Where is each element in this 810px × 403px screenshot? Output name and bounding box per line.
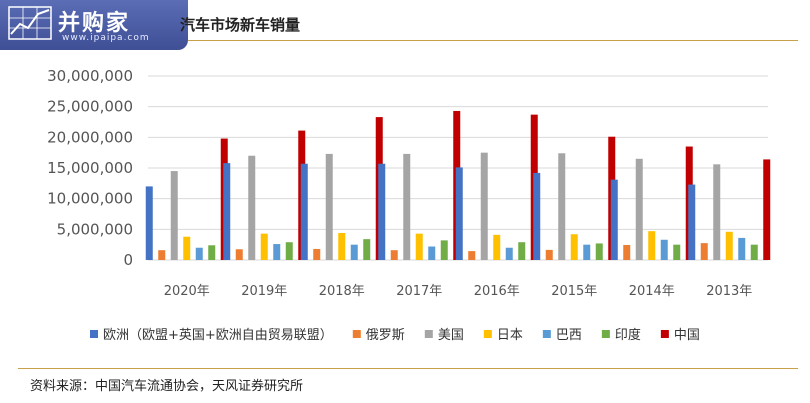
legend-swatch xyxy=(424,330,433,338)
bar xyxy=(700,243,708,260)
bar xyxy=(570,234,578,260)
bar xyxy=(763,159,771,260)
bar xyxy=(648,231,656,260)
page-title: 汽车市场新车销量 xyxy=(180,16,301,34)
y-tick-label: 10,000,000 xyxy=(47,190,133,208)
legend-swatch xyxy=(542,330,551,338)
brand-logo: 并购家 www.ipaipa.com xyxy=(0,0,188,50)
y-tick-label: 30,000,000 xyxy=(47,67,133,85)
top-divider xyxy=(188,40,798,41)
legend-swatch xyxy=(90,330,98,338)
legend-label: 印度 xyxy=(615,327,641,343)
bar xyxy=(248,155,256,260)
y-tick-label: 25,000,000 xyxy=(47,98,133,116)
bar xyxy=(390,250,398,260)
bar xyxy=(338,233,346,260)
bar xyxy=(635,158,643,260)
legend-label: 巴西 xyxy=(556,328,582,343)
x-tick-label: 2014年 xyxy=(629,284,675,299)
y-tick-label: 15,000,000 xyxy=(47,159,133,177)
bottom-divider xyxy=(18,368,798,369)
bar xyxy=(428,246,436,260)
x-tick-label: 2018年 xyxy=(319,284,365,299)
bar xyxy=(468,251,476,260)
bar xyxy=(518,242,526,260)
legend-swatch xyxy=(601,330,610,338)
bar xyxy=(558,153,566,260)
legend-label: 欧洲（欧盟+英国+欧洲自由贸易联盟） xyxy=(103,328,333,343)
bar xyxy=(660,239,668,260)
legend-label: 中国 xyxy=(674,328,700,343)
y-tick-label: 5,000,000 xyxy=(57,220,133,238)
bar xyxy=(480,152,488,260)
y-tick-label: 0 xyxy=(123,251,133,269)
bar xyxy=(183,236,191,260)
bar xyxy=(223,163,231,260)
legend-label: 日本 xyxy=(497,328,523,343)
bar xyxy=(725,231,733,260)
bar xyxy=(145,186,153,260)
source-note: 资料来源：中国汽车流通协会，天风证券研究所 xyxy=(30,379,304,394)
bar xyxy=(195,247,203,260)
bar xyxy=(688,184,696,260)
legend-label: 美国 xyxy=(438,328,464,343)
bar xyxy=(260,233,268,260)
x-tick-label: 2017年 xyxy=(396,284,442,299)
bar xyxy=(738,237,746,260)
bar xyxy=(350,244,358,260)
bar xyxy=(673,244,681,260)
logo-url: www.ipaipa.com xyxy=(62,33,150,43)
legend-swatch xyxy=(483,330,492,338)
bar xyxy=(170,171,178,260)
bar xyxy=(595,243,603,260)
bar xyxy=(455,167,463,260)
x-tick-label: 2019年 xyxy=(241,284,287,299)
bar xyxy=(325,153,333,260)
legend-swatch xyxy=(660,330,669,338)
bar xyxy=(713,164,721,260)
bar xyxy=(533,172,541,260)
bar xyxy=(403,153,411,260)
bar xyxy=(493,234,501,260)
bar xyxy=(610,179,618,260)
x-tick-label: 2020年 xyxy=(164,284,210,299)
bar xyxy=(505,247,513,260)
x-tick-label: 2013年 xyxy=(706,284,752,299)
bar xyxy=(378,163,386,260)
x-tick-label: 2016年 xyxy=(474,284,520,299)
legend-swatch xyxy=(352,330,361,338)
chart-logo-icon xyxy=(8,6,52,40)
bar xyxy=(313,248,321,260)
bar xyxy=(273,244,281,260)
bar xyxy=(235,249,243,260)
bar xyxy=(363,239,371,260)
bar xyxy=(300,163,308,260)
bar xyxy=(750,244,758,260)
bar xyxy=(208,245,216,260)
bar xyxy=(545,249,553,260)
bar-chart: 0 5,000,000 10,000,000 15,000,000 20,000,000… xyxy=(47,67,771,343)
bar xyxy=(415,233,423,260)
legend-label: 俄罗斯 xyxy=(366,328,405,343)
bar xyxy=(623,244,631,260)
logo-text: 并购家 xyxy=(58,11,131,36)
bar xyxy=(583,244,591,260)
x-tick-label: 2015年 xyxy=(551,284,597,299)
y-tick-label: 20,000,000 xyxy=(47,128,133,146)
bar xyxy=(440,240,448,260)
bar xyxy=(285,242,293,260)
bar xyxy=(158,250,166,260)
